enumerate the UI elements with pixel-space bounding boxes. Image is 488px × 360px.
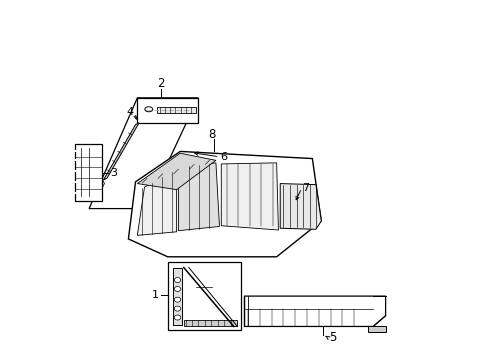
Polygon shape [89,98,198,208]
Ellipse shape [174,297,181,302]
Ellipse shape [174,287,181,292]
Polygon shape [221,163,278,230]
Text: 1: 1 [151,290,159,300]
Polygon shape [103,123,139,180]
Polygon shape [183,320,237,327]
Polygon shape [75,144,102,202]
Polygon shape [137,153,216,190]
Text: 3: 3 [110,168,117,178]
Ellipse shape [174,306,181,311]
Text: 8: 8 [208,128,216,141]
Text: 6: 6 [220,152,227,162]
Polygon shape [128,152,321,257]
Polygon shape [137,169,176,235]
Polygon shape [91,178,104,193]
Text: 4: 4 [126,107,134,117]
Polygon shape [367,327,385,332]
Ellipse shape [174,315,181,320]
Polygon shape [244,296,385,327]
Text: 5: 5 [329,332,336,345]
Polygon shape [157,107,196,113]
Polygon shape [137,98,198,123]
Polygon shape [167,262,241,330]
Text: 7: 7 [302,183,309,193]
Polygon shape [178,163,219,231]
Polygon shape [280,184,321,229]
Polygon shape [173,267,182,325]
Text: 2: 2 [157,77,164,90]
Ellipse shape [174,278,181,283]
